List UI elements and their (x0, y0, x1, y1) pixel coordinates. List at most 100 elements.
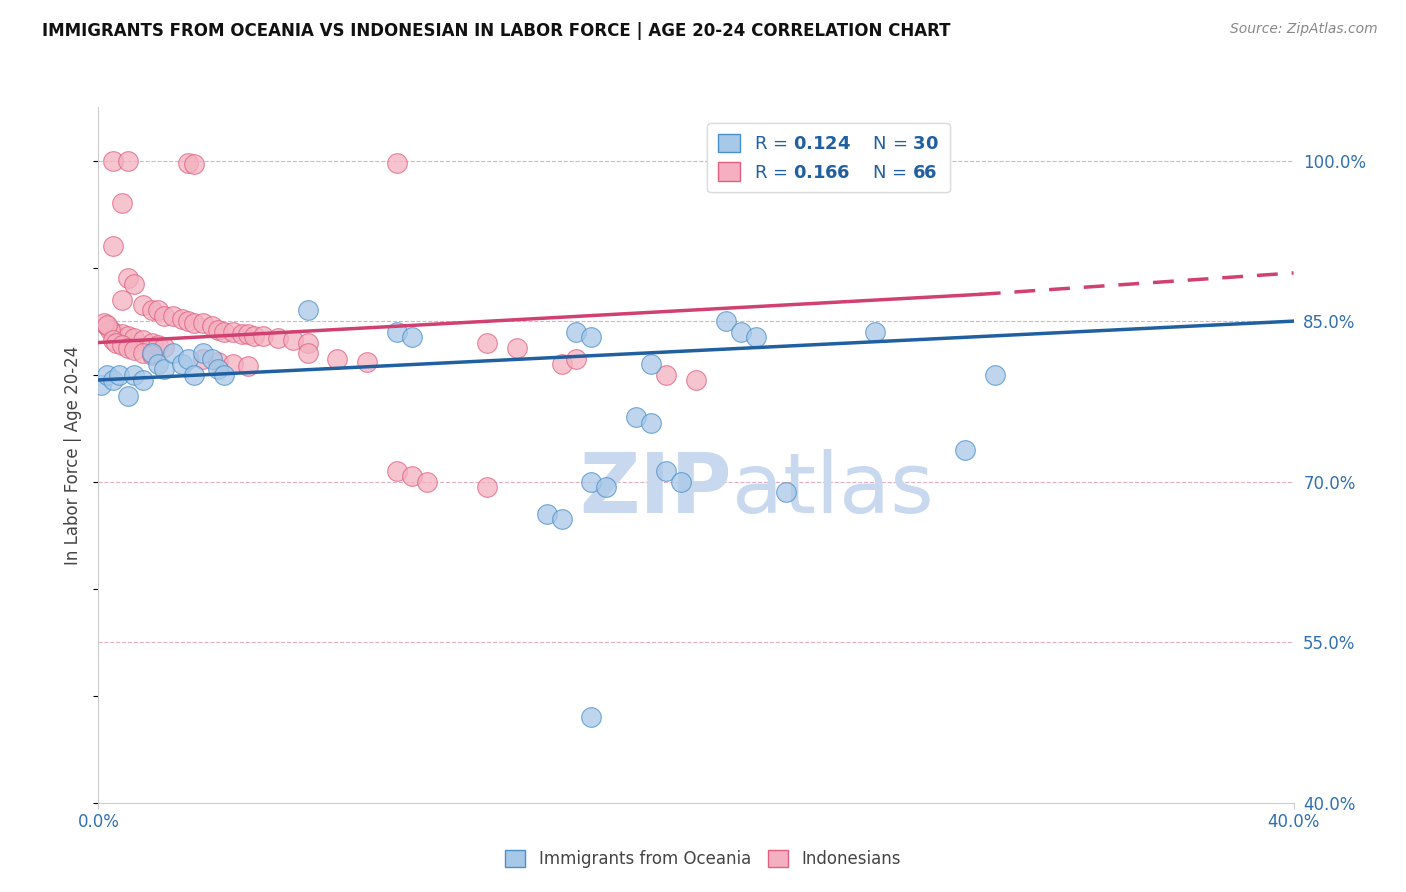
Point (212, 368, 235, 382)
Point (626, 410, 648, 425)
Point (236, 326, 259, 341)
Point (153, 340, 176, 354)
Point (252, 329, 274, 343)
Point (745, 330, 768, 344)
Point (141, 303, 163, 318)
Point (401, 330, 423, 344)
Point (124, 343, 146, 357)
Point (183, 368, 205, 382)
Point (103, 153, 125, 168)
Point (100, 323, 122, 337)
Point (117, 329, 139, 343)
Point (865, 325, 887, 339)
Point (111, 293, 134, 307)
Point (475, 335, 498, 350)
Point (183, 157, 205, 171)
Point (730, 325, 752, 339)
Point (191, 351, 214, 366)
Point (117, 341, 139, 355)
Legend: Immigrants from Oceania, Indonesians: Immigrants from Oceania, Indonesians (499, 843, 907, 875)
Text: atlas: atlas (733, 450, 934, 530)
Point (281, 334, 304, 348)
Point (207, 355, 229, 369)
Point (111, 326, 134, 341)
Point (231, 326, 253, 341)
Point (565, 351, 588, 366)
Point (714, 314, 737, 328)
Point (550, 512, 572, 526)
Point (108, 368, 131, 382)
Point (172, 357, 194, 371)
Legend: $\mathregular{R}$ = $\mathbf{0.124}$    N = $\mathbf{30}$, $\mathregular{R}$ = $: $\mathregular{R}$ = $\mathbf{0.124}$ N =… (707, 123, 950, 193)
Point (506, 341, 529, 355)
Point (565, 325, 588, 339)
Point (124, 277, 146, 291)
Point (581, 710, 603, 724)
Text: ZIP: ZIP (579, 450, 733, 530)
Point (655, 464, 678, 478)
Point (581, 475, 603, 489)
Point (550, 357, 572, 371)
Point (117, 389, 139, 403)
Point (984, 368, 1007, 382)
Text: Source: ZipAtlas.com: Source: ZipAtlas.com (1230, 22, 1378, 37)
Point (212, 325, 235, 339)
Point (93, 316, 115, 330)
Point (103, 325, 125, 339)
Point (953, 442, 976, 457)
Point (595, 480, 617, 494)
Point (385, 464, 409, 478)
Point (243, 329, 266, 343)
Point (222, 357, 245, 371)
Point (141, 348, 163, 362)
Point (132, 346, 155, 360)
Point (148, 357, 170, 371)
Point (153, 362, 176, 376)
Point (191, 316, 214, 330)
Point (132, 334, 155, 348)
Point (103, 373, 125, 387)
Point (207, 362, 229, 376)
Point (183, 316, 205, 330)
Point (201, 319, 224, 334)
Point (356, 355, 378, 369)
Point (117, 153, 139, 168)
Point (96, 318, 118, 333)
Point (401, 469, 423, 483)
Point (416, 475, 439, 489)
Point (153, 309, 176, 323)
Point (775, 485, 797, 500)
Point (581, 330, 603, 344)
Point (222, 325, 245, 339)
Point (90, 378, 112, 392)
Point (148, 303, 170, 318)
Point (207, 323, 229, 337)
Point (96, 319, 118, 334)
Point (96, 368, 118, 382)
Point (124, 331, 146, 345)
Point (141, 335, 163, 350)
Point (191, 346, 214, 360)
Point (267, 331, 290, 345)
Point (177, 314, 200, 328)
Point (297, 346, 319, 360)
Point (385, 155, 409, 169)
Point (148, 337, 170, 351)
Point (103, 239, 125, 253)
Point (132, 298, 155, 312)
Point (297, 303, 319, 318)
Point (162, 346, 184, 360)
Point (111, 337, 134, 351)
Point (103, 334, 125, 348)
Point (475, 480, 498, 494)
Point (201, 351, 224, 366)
Point (236, 359, 259, 373)
Point (141, 346, 163, 360)
Point (536, 507, 558, 521)
Point (132, 373, 155, 387)
Point (162, 309, 184, 323)
Point (385, 325, 409, 339)
Point (105, 335, 128, 350)
Point (297, 335, 319, 350)
Point (177, 351, 200, 366)
